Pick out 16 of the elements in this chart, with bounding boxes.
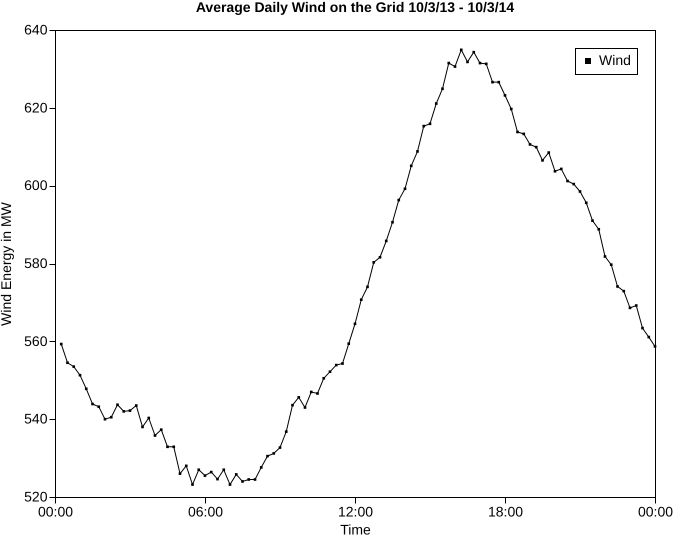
y-tick-label: 560: [24, 332, 48, 349]
x-axis-title: Time: [340, 522, 372, 538]
x-tick-label: 12:00: [338, 504, 374, 520]
y-tick-label: 620: [24, 99, 48, 116]
x-tick-label: 06:00: [188, 504, 224, 520]
y-tick-label: 540: [24, 410, 48, 427]
y-tick-label: 580: [24, 255, 48, 271]
x-tick-label: 00:00: [638, 504, 674, 520]
x-tick-label: 18:00: [488, 504, 524, 520]
y-tick-label: 640: [24, 22, 48, 38]
y-tick-label: 600: [24, 177, 48, 194]
y-axis-title: Wind Energy in MW: [0, 201, 14, 326]
chart-title: Average Daily Wind on the Grid 10/3/13 - 10/3/14: [196, 0, 514, 15]
legend-label: Wind: [599, 52, 631, 68]
y-tick-label: 520: [24, 488, 48, 504]
x-tick-label: 00:00: [38, 504, 74, 520]
